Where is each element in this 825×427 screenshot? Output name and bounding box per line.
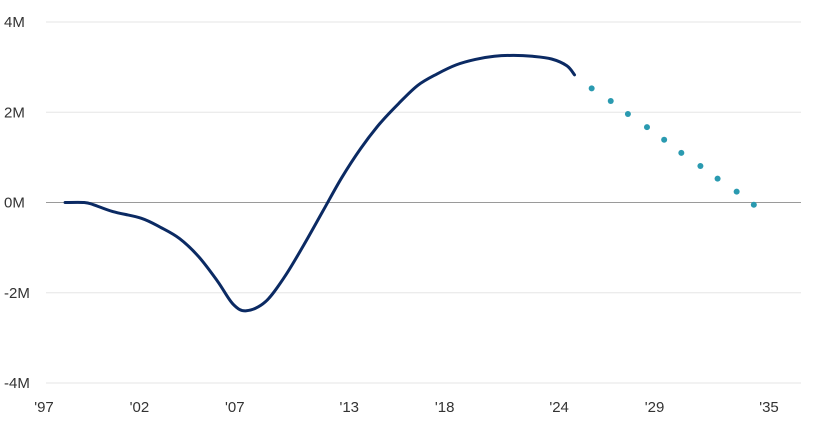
y-axis-tick-labels: 4M 2M 0M -2M -4M: [4, 14, 30, 392]
y-tick-label: 0M: [4, 195, 25, 212]
y-tick-label: 4M: [4, 14, 25, 31]
x-tick-label: '02: [130, 399, 150, 416]
x-tick-label: '29: [645, 399, 665, 416]
x-tick-label: '97: [34, 399, 54, 416]
projection-point: [678, 149, 685, 156]
x-tick-label: '24: [549, 399, 569, 416]
x-axis-tick-labels: '97 '02 '07 '13 '18 '24 '29 '35: [34, 399, 779, 416]
gridlines: [46, 21, 801, 384]
projection-point: [607, 97, 614, 104]
x-tick-label: '35: [759, 399, 779, 416]
x-tick-label: '07: [225, 399, 245, 416]
projection-point: [624, 111, 631, 118]
series-line: [63, 53, 576, 313]
projection-point: [643, 124, 650, 131]
projection-point: [733, 188, 740, 195]
projection-point: [714, 175, 721, 182]
x-tick-label: '18: [435, 399, 455, 416]
projection-point: [661, 136, 668, 143]
y-tick-label: -2M: [4, 285, 30, 302]
y-tick-label: -4M: [4, 375, 30, 392]
series-layer: [63, 53, 757, 313]
projection-point: [697, 162, 704, 169]
x-tick-label: '13: [339, 399, 359, 416]
projection-point: [588, 85, 595, 92]
y-tick-label: 2M: [4, 104, 25, 121]
projection-point: [750, 201, 757, 208]
